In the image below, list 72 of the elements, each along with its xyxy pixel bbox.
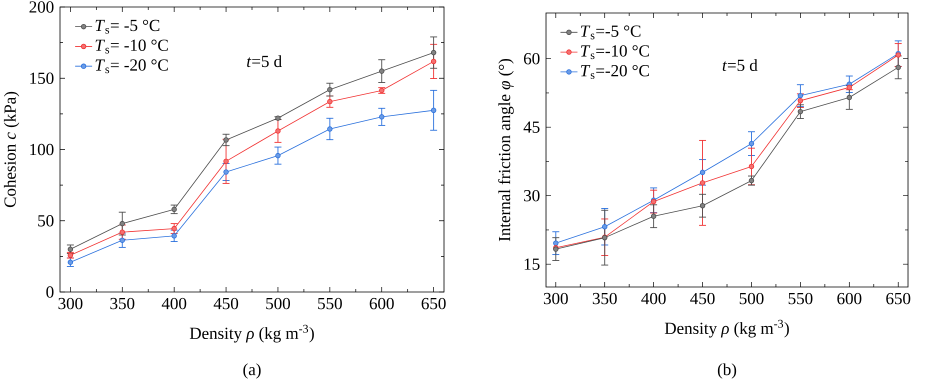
- point: [275, 128, 281, 134]
- point: [798, 98, 804, 104]
- x-tick-label: 500: [740, 292, 764, 304]
- point: [748, 178, 754, 184]
- x-tick-label: 650: [886, 292, 910, 304]
- legend-label: T$_{s}$=-5 °C: [580, 25, 640, 40]
- x-tick-label: 350: [592, 292, 617, 304]
- point: [171, 206, 177, 212]
- point: [327, 86, 333, 92]
- x-tick-label: 400: [162, 298, 186, 310]
- x-tick-label: 400: [641, 292, 666, 304]
- y-tick-label: 100: [30, 144, 54, 156]
- legend-label: T$_{s}$= -10 °C: [96, 40, 168, 54]
- point: [275, 152, 281, 158]
- point: [327, 126, 333, 132]
- annotation: t=5 d: [722, 59, 758, 72]
- annotation: t=5 d: [247, 55, 282, 68]
- point: [430, 58, 436, 64]
- point: [223, 169, 229, 175]
- y-tick-label: 150: [30, 72, 54, 84]
- x-tick-label: 450: [690, 292, 715, 304]
- point: [553, 240, 558, 246]
- x-tick-label: 600: [370, 298, 394, 310]
- point: [120, 238, 125, 243]
- point: [650, 214, 656, 219]
- point: [223, 137, 229, 143]
- x-tick-label: 600: [837, 292, 862, 304]
- y-tick-label: 15: [524, 258, 540, 270]
- point: [120, 220, 125, 226]
- point: [327, 98, 333, 104]
- x-tick-label: 300: [58, 298, 82, 310]
- x-tick-label: 350: [110, 298, 134, 310]
- y-axis-title: Cohesion c (kPa): [4, 92, 20, 208]
- text: (a): [243, 363, 261, 379]
- x-tick-label: 550: [318, 298, 342, 310]
- legend-label: T$_{s}$= -5 °C: [96, 20, 160, 34]
- legend-label: T$_{s}$=-20 °C: [580, 64, 649, 79]
- y-tick-label: 45: [524, 122, 540, 133]
- legend-label: T$_{s}$=-10 °C: [580, 45, 649, 60]
- point: [700, 180, 706, 186]
- point: [798, 108, 804, 114]
- point: [602, 224, 608, 230]
- point: [798, 92, 804, 98]
- y-tick-label: 30: [524, 190, 540, 202]
- point: [748, 164, 754, 170]
- x-tick-label: 500: [266, 298, 290, 310]
- point: [120, 229, 125, 235]
- point: [171, 233, 177, 239]
- point: [379, 68, 384, 74]
- x-tick-label: 450: [214, 298, 238, 310]
- x-tick-label: 550: [788, 292, 812, 304]
- text: (b): [718, 363, 736, 379]
- point: [748, 140, 754, 146]
- y-tick-label: 200: [30, 1, 54, 13]
- x-tick-label: 650: [422, 298, 446, 310]
- point: [846, 94, 852, 100]
- point: [223, 158, 229, 164]
- point: [700, 170, 706, 176]
- point: [700, 203, 706, 208]
- point: [896, 64, 901, 70]
- x-axis-title: Density ρ (kg m$^{-3}$): [190, 324, 314, 343]
- y-tick-label: 60: [524, 52, 540, 64]
- point: [430, 108, 436, 113]
- y-tick-label: 50: [38, 215, 54, 226]
- x-tick-label: 300: [544, 292, 568, 304]
- y-axis-title: Internal friction angle φ (°): [498, 58, 514, 242]
- y-tick-label: 0: [46, 286, 54, 298]
- point: [171, 226, 177, 232]
- x-axis-title: Density ρ (kg m$^{-3}$): [664, 320, 789, 338]
- legend-label: T$_{s}$= -20 °C: [96, 59, 168, 74]
- point: [430, 50, 436, 56]
- point: [379, 114, 384, 120]
